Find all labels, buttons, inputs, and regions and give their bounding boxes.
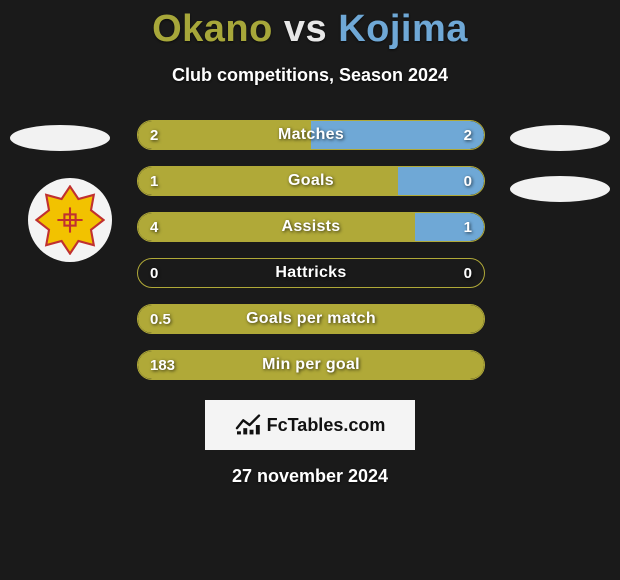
page-title: Okano vs Kojima xyxy=(0,0,620,51)
avatar-placeholder-right-1 xyxy=(510,125,610,151)
stat-rows: 22Matches 10Goals 41Assists 00Hattricks 0.5G… xyxy=(137,120,485,396)
brand-badge: FcTables.com xyxy=(205,400,415,450)
vs-text: vs xyxy=(284,8,327,50)
subtitle: Club competitions, Season 2024 xyxy=(0,65,620,86)
date-text: 27 november 2024 xyxy=(0,466,620,487)
crest-icon xyxy=(35,185,105,255)
stat-row: 10Goals xyxy=(137,166,485,196)
stat-label: Matches xyxy=(138,121,484,149)
stat-label: Min per goal xyxy=(138,351,484,379)
player1-name: Okano xyxy=(152,8,273,50)
stat-row: 41Assists xyxy=(137,212,485,242)
stat-row: 00Hattricks xyxy=(137,258,485,288)
stat-label: Hattricks xyxy=(138,259,484,287)
player2-name: Kojima xyxy=(338,8,468,50)
club-crest xyxy=(28,178,112,262)
stat-row: 22Matches xyxy=(137,120,485,150)
stat-row: 0.5Goals per match xyxy=(137,304,485,334)
brand-text: FcTables.com xyxy=(267,415,386,436)
avatar-placeholder-right-2 xyxy=(510,176,610,202)
brand-icon xyxy=(235,414,261,436)
stat-label: Goals xyxy=(138,167,484,195)
avatar-placeholder-left xyxy=(10,125,110,151)
stat-row: 183Min per goal xyxy=(137,350,485,380)
stat-label: Goals per match xyxy=(138,305,484,333)
stat-label: Assists xyxy=(138,213,484,241)
